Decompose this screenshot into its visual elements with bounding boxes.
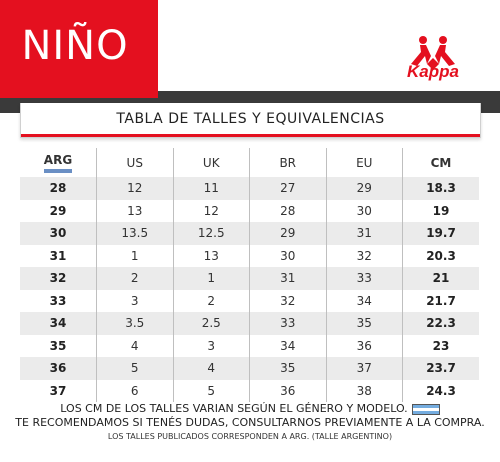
cell-uk: 2.5: [173, 312, 250, 335]
table-row: 30 13.5 12.5 29 31 19.7: [20, 222, 479, 245]
cell-eu: 37: [326, 357, 403, 380]
cell-br: 34: [249, 334, 327, 357]
cell-us: 6: [96, 379, 174, 402]
footer-note-1: LOS CM DE LOS TALLES VARIAN SEGÚN EL GÉN…: [0, 402, 500, 415]
cell-us: 12: [96, 177, 174, 200]
table-row: 31 1 13 30 32 20.3: [20, 244, 479, 267]
cell-br: 30: [249, 244, 327, 267]
table-row: 29 13 12 28 30 19: [20, 199, 479, 222]
subtitle-underline: [21, 134, 480, 137]
page-title: NIÑO: [21, 23, 129, 69]
footer-note-3: LOS TALLES PUBLICADOS CORRESPONDEN A ARG…: [107, 432, 393, 441]
table-row: 37 6 5 36 38 24.3: [20, 379, 479, 402]
cell-cm: 20.3: [426, 248, 456, 263]
size-table: ARG US UK BR EU CM 28 12 11 27 29 18.3 29 13 12 2…: [20, 148, 479, 402]
cell-cm: 23.7: [402, 357, 479, 380]
cell-eu: 38: [326, 379, 403, 402]
cell-arg: 31: [20, 244, 97, 267]
cell-br: 28: [249, 199, 327, 222]
cell-us: 3: [96, 289, 174, 312]
table-subtitle: TABLA DE TALLES Y EQUIVALENCIAS: [116, 111, 385, 127]
kappa-logo-icon: [411, 36, 455, 70]
cell-cm: 21: [402, 267, 479, 290]
cell-cm: 21.7: [426, 293, 456, 308]
cell-eu: 36: [326, 334, 403, 357]
cell-arg: 28: [20, 177, 97, 200]
cell-arg: 29: [20, 199, 97, 222]
table-row: 36 5 4 35 37 23.7: [20, 357, 479, 380]
column-header-arg: ARG: [20, 148, 97, 177]
subtitle-bar: TABLA DE TALLES Y EQUIVALENCIAS: [20, 103, 481, 138]
cell-br: 29: [249, 222, 327, 245]
column-header-cm: CM: [430, 155, 452, 170]
cell-us: 5: [96, 357, 174, 380]
cell-arg: 32: [20, 267, 97, 290]
column-header-uk: UK: [173, 148, 250, 177]
footer-note-2: TE RECOMENDAMOS SI TENÉS DUDAS, CONSULTA…: [15, 416, 485, 429]
table-row: 32 2 1 31 33 21: [20, 267, 479, 290]
cell-us: 1: [96, 244, 174, 267]
cell-arg: 30: [20, 222, 97, 245]
cell-cm: 24.3: [426, 383, 456, 398]
cell-us: 3.5: [96, 312, 174, 335]
column-header-us: US: [96, 148, 174, 177]
cell-br: 32: [249, 289, 327, 312]
table-row: 34 3.5 2.5 33 35 22.3: [20, 312, 479, 335]
cell-us: 4: [96, 334, 174, 357]
cell-uk: 12.5: [173, 222, 250, 245]
cell-uk: 3: [173, 334, 250, 357]
table-header-row: ARG US UK BR EU CM: [20, 148, 479, 177]
cell-us: 13.5: [96, 222, 174, 245]
cell-uk: 11: [173, 177, 250, 200]
cell-cm: 19: [432, 203, 450, 218]
cell-br: 27: [249, 177, 327, 200]
cell-arg: 36: [20, 357, 97, 380]
cell-uk: 5: [173, 379, 250, 402]
cell-eu: 29: [326, 177, 403, 200]
cell-br: 36: [249, 379, 327, 402]
cell-eu: 32: [326, 244, 403, 267]
cell-uk: 4: [173, 357, 250, 380]
cell-arg: 34: [20, 312, 97, 335]
cell-uk: 2: [173, 289, 250, 312]
cell-cm: 22.3: [402, 312, 479, 335]
cell-us: 13: [96, 199, 174, 222]
cell-br: 33: [249, 312, 327, 335]
cell-uk: 13: [173, 244, 250, 267]
argentina-flag-icon: [411, 403, 440, 415]
cell-eu: 33: [326, 267, 403, 290]
cell-arg: 37: [20, 379, 97, 402]
cell-arg: 33: [20, 289, 97, 312]
cell-uk: 12: [173, 199, 250, 222]
table-row: 35 4 3 34 36 23: [20, 334, 479, 357]
table-row: 28 12 11 27 29 18.3: [20, 177, 479, 200]
cell-us: 2: [96, 267, 174, 290]
column-header-eu: EU: [326, 148, 403, 177]
brand-name: Kappa: [407, 62, 459, 81]
cell-arg: 35: [20, 334, 97, 357]
cell-eu: 30: [326, 199, 403, 222]
cell-br: 31: [249, 267, 327, 290]
cell-br: 35: [249, 357, 327, 380]
title-banner: [0, 0, 158, 98]
cell-cm: 23: [432, 338, 450, 353]
cell-cm: 19.7: [402, 222, 479, 245]
cell-eu: 31: [326, 222, 403, 245]
cell-eu: 35: [326, 312, 403, 335]
table-row: 33 3 2 32 34 21.7: [20, 289, 479, 312]
cell-cm: 18.3: [402, 177, 479, 200]
cell-uk: 1: [173, 267, 250, 290]
column-header-br: BR: [249, 148, 327, 177]
cell-eu: 34: [326, 289, 403, 312]
